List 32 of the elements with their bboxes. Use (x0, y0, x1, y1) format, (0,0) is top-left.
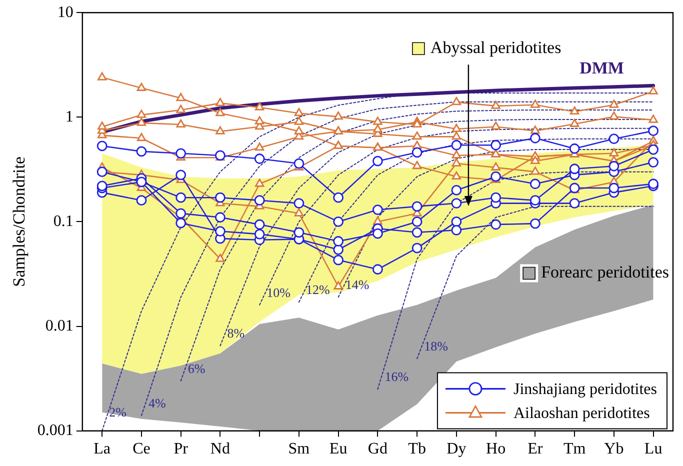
x-tick-label: Ho (486, 440, 506, 458)
y-axis-title: Samples/Chondrite (10, 156, 29, 287)
legend-label: Jinshajiang peridotites (513, 381, 657, 398)
x-tick-label: Tb (408, 440, 426, 458)
x-tick-label: Eu (329, 440, 348, 458)
x-tick-label: Pr (174, 440, 189, 458)
y-tick-label: 0.001 (37, 422, 74, 440)
legend-label: Ailaoshan peridotites (513, 405, 650, 422)
x-tick-label: Lu (644, 440, 662, 458)
x-tick-label: Ce (132, 440, 150, 458)
x-tick-label: Yb (604, 440, 624, 458)
series-label: 6% (188, 360, 206, 376)
series-label: 12% (306, 282, 330, 298)
x-tick-label: Dy (446, 440, 466, 458)
legend-label: Forearc peridotites (541, 262, 669, 282)
y-tick-label: 1 (65, 108, 74, 126)
x-tick-label: Sm (288, 440, 310, 458)
x-tick-label: Tm (563, 440, 586, 458)
series-label: DMM (580, 58, 624, 78)
x-tick-label: Gd (368, 440, 388, 458)
x-tick-label: La (94, 440, 111, 458)
x-tick-label: Er (528, 440, 544, 458)
series-label: 8% (227, 326, 245, 341)
series-label: 16% (384, 369, 409, 384)
y-tick-label: 10 (57, 4, 74, 21)
series-label: 18% (424, 338, 448, 354)
series-label: 10% (266, 284, 291, 300)
y-tick-label: 0.01 (45, 317, 74, 334)
legend-label: Abyssal peridotites (430, 38, 562, 58)
series-label: 4% (148, 395, 166, 410)
y-tick-label: 0.1 (53, 212, 74, 230)
x-tick-label: Nd (210, 440, 230, 458)
